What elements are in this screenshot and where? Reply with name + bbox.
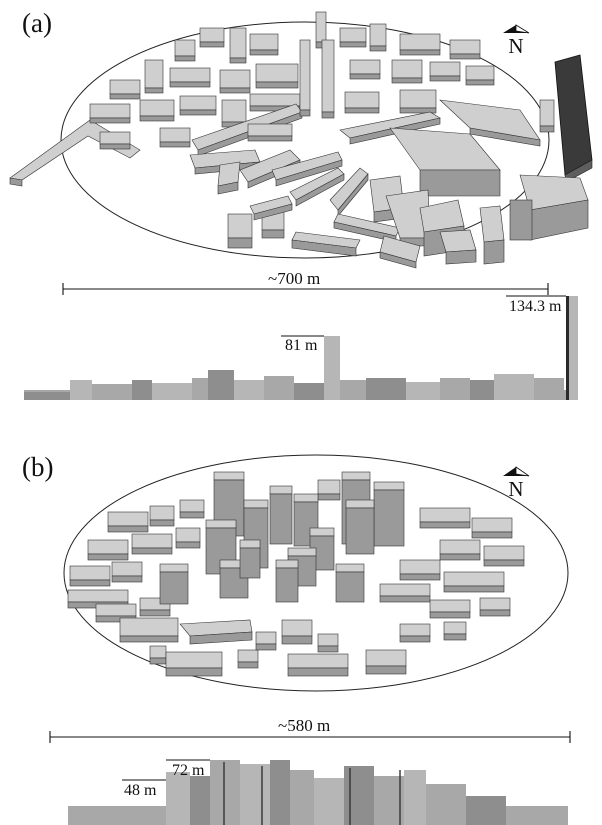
panel-b-domain-ellipse xyxy=(63,454,569,692)
panel-b-span-dimension xyxy=(49,731,571,743)
panel-a-domain-ellipse xyxy=(60,21,550,259)
panel-b-label: (b) xyxy=(22,452,54,482)
panel-a-span-dimension xyxy=(62,283,549,295)
panel-a-plan-view xyxy=(9,11,593,269)
panel-b-height-label-48: 48 m xyxy=(124,782,157,799)
panel-a-height-label-81: 81 m xyxy=(285,337,318,354)
panel-b-height-label-72: 72 m xyxy=(172,762,205,779)
panel-a-elevation-view xyxy=(24,295,578,400)
panel-a-north-label: N xyxy=(508,34,524,58)
panel-a-height-label-134: 134.3 m xyxy=(509,298,562,315)
panel-a-label: (a) xyxy=(22,8,52,38)
panel-b-elevation-view xyxy=(68,759,568,825)
panel-b-plan-view xyxy=(63,454,569,692)
panel-a-span-label: ~700 m xyxy=(268,269,321,288)
panel-b-span-label: ~580 m xyxy=(278,716,331,735)
panel-b-north-label: N xyxy=(508,477,524,501)
